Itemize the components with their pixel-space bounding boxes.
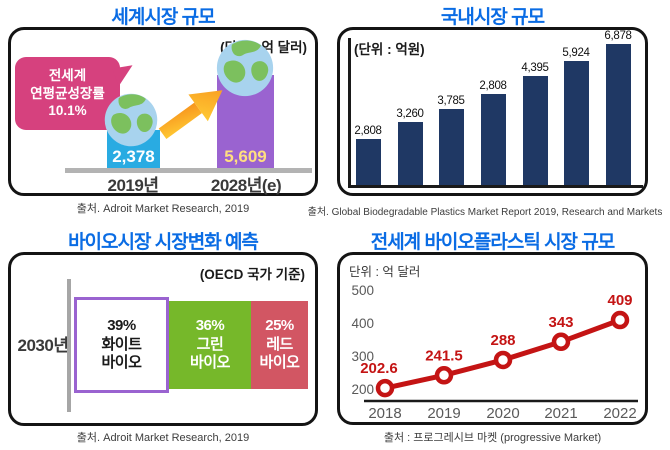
domestic-bar-group: 5,924 (546, 47, 606, 185)
x-tick-label: 2021 (544, 405, 577, 422)
world-source-caption: 출처. Adroit Market Research, 2019 (76, 203, 250, 215)
bar-value-label: 5,924 (562, 47, 590, 59)
world-chart-frame: (단위 : 억 달러) 전세계 연평균성장률 10.1% 2,378 5,609 (8, 27, 318, 196)
bio-chart-area: (OECD 국가 기준) 2030년 39% 화이트 바이오 36% 그린 바이오 25% 레… (11, 255, 315, 423)
data-point-marker (375, 378, 395, 398)
world-chart-area: (단위 : 억 달러) 전세계 연평균성장률 10.1% 2,378 5,609 (11, 30, 315, 195)
bio-axis-line (67, 279, 71, 412)
bar (563, 61, 589, 185)
x-tick-label: 2020 (486, 405, 519, 422)
bio-segment-label-line: 바이오 (259, 354, 300, 372)
domestic-x-axis (348, 185, 643, 188)
bar (438, 109, 464, 185)
world-bar-2019-value: 2,378 (112, 147, 155, 166)
bioplastic-chart-area: 단위 : 억 달러 500 400 300 200 2018 2019 2020 2021 20… (340, 255, 645, 422)
bio-segment-label-line: 25% (265, 316, 294, 334)
x-tick-label: 2018 (368, 405, 401, 422)
bar-value-label: 3,260 (396, 108, 424, 120)
bio-segment-label-line: 39% (107, 316, 136, 334)
bio-stacked-bar: 39% 화이트 바이오 36% 그린 바이오 25% 레드 바이오 (74, 297, 308, 393)
bio-row-label: 2030년 (17, 336, 69, 355)
bioplastic-source-caption: 출처 : 프로그레시브 마켓 (progressive Market) (383, 432, 602, 444)
domestic-bar-group: 6,878 (588, 30, 648, 185)
data-point-label: 409 (607, 292, 632, 309)
data-point-marker (610, 310, 630, 330)
domestic-source-caption: 출처. Global Biodegradable Plastics Market… (307, 207, 663, 218)
bio-segment-label-line: 바이오 (190, 354, 230, 372)
bio-segment-label-line: 바이오 (101, 354, 142, 372)
bar-value-label: 6,878 (604, 30, 632, 42)
bar-value-label: 2,808 (354, 125, 382, 137)
domestic-unit-label: (단위 : 억원) (354, 42, 425, 57)
bio-segment-3: 25% 레드 바이오 (251, 301, 308, 389)
bio-segment-label-line: 36% (195, 316, 225, 334)
bioplastic-chart-svg: 500 400 300 200 2018 2019 2020 2021 2022 202.6 241… (351, 283, 638, 422)
bioplastic-unit-label: 단위 : 억 달러 (349, 265, 421, 279)
data-point-marker (551, 332, 571, 352)
bio-segment-label-line: 레드 (266, 335, 293, 353)
data-point-marker (434, 366, 454, 385)
domestic-bar-group: 2,808 (338, 125, 398, 185)
y-tick-label: 400 (351, 316, 374, 331)
data-point-label: 288 (490, 332, 515, 349)
x-tick-label: 2019 (427, 405, 460, 422)
world-bar-2028-value: 5,609 (224, 147, 267, 166)
domestic-bar-group: 2,808 (463, 80, 523, 185)
globe-icon (216, 39, 274, 97)
bar (397, 122, 423, 185)
bioplastic-panel-title: 전세계 바이오플라스틱 시장 규모 (370, 232, 616, 253)
bubble-line-2: 연평균성장률 (30, 85, 105, 101)
bio-panel-title: 바이오시장 시장변화 예측 (68, 232, 259, 253)
bar (605, 44, 631, 185)
domestic-chart-frame: (단위 : 억원) 2,808 3,260 3,785 2,808 4,395 5,924… (337, 27, 648, 196)
bar (522, 76, 548, 185)
bar (480, 94, 506, 185)
bio-segment-1: 39% 화이트 바이오 (74, 297, 169, 393)
domestic-bars: 2,808 3,260 3,785 2,808 4,395 5,924 6,878 (340, 30, 645, 193)
globe-icon (104, 93, 158, 147)
bio-segment-label-line: 그린 (196, 335, 224, 353)
bar-value-label: 3,785 (437, 95, 465, 107)
domestic-y-axis (348, 38, 351, 188)
data-point-marker (493, 350, 513, 370)
bio-note-label: (OECD 국가 기준) (199, 267, 305, 282)
y-tick-label: 300 (351, 349, 374, 364)
data-point-label: 202.6 (360, 360, 398, 377)
y-tick-label: 500 (351, 283, 374, 298)
bar (355, 139, 381, 185)
world-panel-title: 세계시장 규모 (111, 7, 215, 28)
domestic-chart-area: (단위 : 억원) 2,808 3,260 3,785 2,808 4,395 5,924… (340, 30, 645, 193)
world-category-2019: 2019년 (107, 176, 159, 195)
growth-rate-bubble: 전세계 연평균성장률 10.1% (15, 57, 120, 130)
bio-segment-label-line: 화이트 (101, 335, 142, 353)
data-point-label: 241.5 (425, 347, 463, 364)
bio-chart-frame: (OECD 국가 기준) 2030년 39% 화이트 바이오 36% 그린 바이오 25% 레… (8, 252, 318, 426)
bubble-line-1: 전세계 (48, 68, 87, 84)
bar-value-label: 4,395 (521, 62, 549, 74)
y-tick-label: 200 (351, 382, 374, 397)
bioplastic-chart-frame: 단위 : 억 달러 500 400 300 200 2018 2019 2020 2021 20… (337, 252, 648, 425)
world-baseline (65, 168, 312, 173)
bio-source-caption: 출처. Adroit Market Research, 2019 (76, 432, 250, 444)
bubble-line-3: 10.1% (48, 103, 87, 119)
domestic-panel-title: 국내시장 규모 (440, 7, 545, 28)
bio-segment-2: 36% 그린 바이오 (168, 301, 251, 389)
x-tick-label: 2022 (603, 405, 636, 422)
data-point-label: 343 (548, 314, 573, 331)
domestic-bar-group: 3,260 (380, 108, 440, 185)
domestic-bar-group: 3,785 (421, 95, 481, 185)
world-category-2028: 2028년(e) (210, 176, 282, 195)
growth-arrow-icon (158, 90, 223, 139)
domestic-bar-group: 4,395 (505, 62, 565, 185)
bar-value-label: 2,808 (479, 80, 507, 92)
